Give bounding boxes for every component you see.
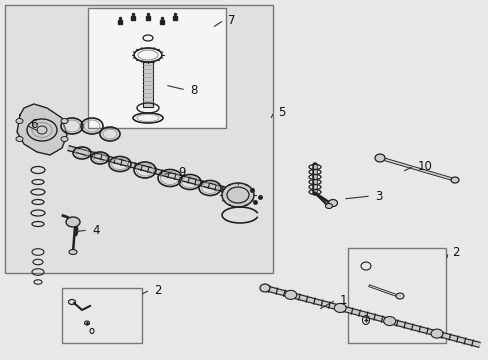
Bar: [347, 248, 445, 343]
Ellipse shape: [325, 203, 332, 208]
Text: 2: 2: [154, 284, 161, 297]
Text: 10: 10: [417, 159, 432, 172]
Ellipse shape: [334, 303, 346, 312]
Ellipse shape: [69, 249, 77, 255]
Text: 3: 3: [374, 189, 382, 202]
Ellipse shape: [430, 329, 442, 338]
Bar: [5, 5, 272, 273]
Bar: [142, 62, 153, 107]
Text: 1: 1: [339, 293, 347, 306]
Ellipse shape: [284, 290, 296, 299]
Ellipse shape: [16, 136, 23, 141]
Ellipse shape: [374, 154, 384, 162]
Ellipse shape: [16, 118, 23, 123]
Text: 8: 8: [190, 84, 197, 96]
Ellipse shape: [328, 199, 337, 207]
Ellipse shape: [450, 177, 458, 183]
Text: 4: 4: [92, 224, 99, 237]
Bar: [88, 8, 225, 128]
Bar: [62, 288, 142, 343]
Ellipse shape: [260, 284, 269, 292]
Text: 6: 6: [30, 118, 38, 131]
Text: 9: 9: [178, 166, 185, 179]
Ellipse shape: [383, 316, 395, 325]
Text: 5: 5: [278, 105, 285, 118]
Ellipse shape: [61, 136, 68, 141]
Ellipse shape: [395, 293, 403, 299]
Ellipse shape: [61, 118, 68, 123]
Text: 7: 7: [227, 13, 235, 27]
Polygon shape: [17, 104, 67, 155]
Text: 2: 2: [451, 246, 459, 258]
Ellipse shape: [222, 183, 253, 207]
Ellipse shape: [66, 217, 80, 227]
